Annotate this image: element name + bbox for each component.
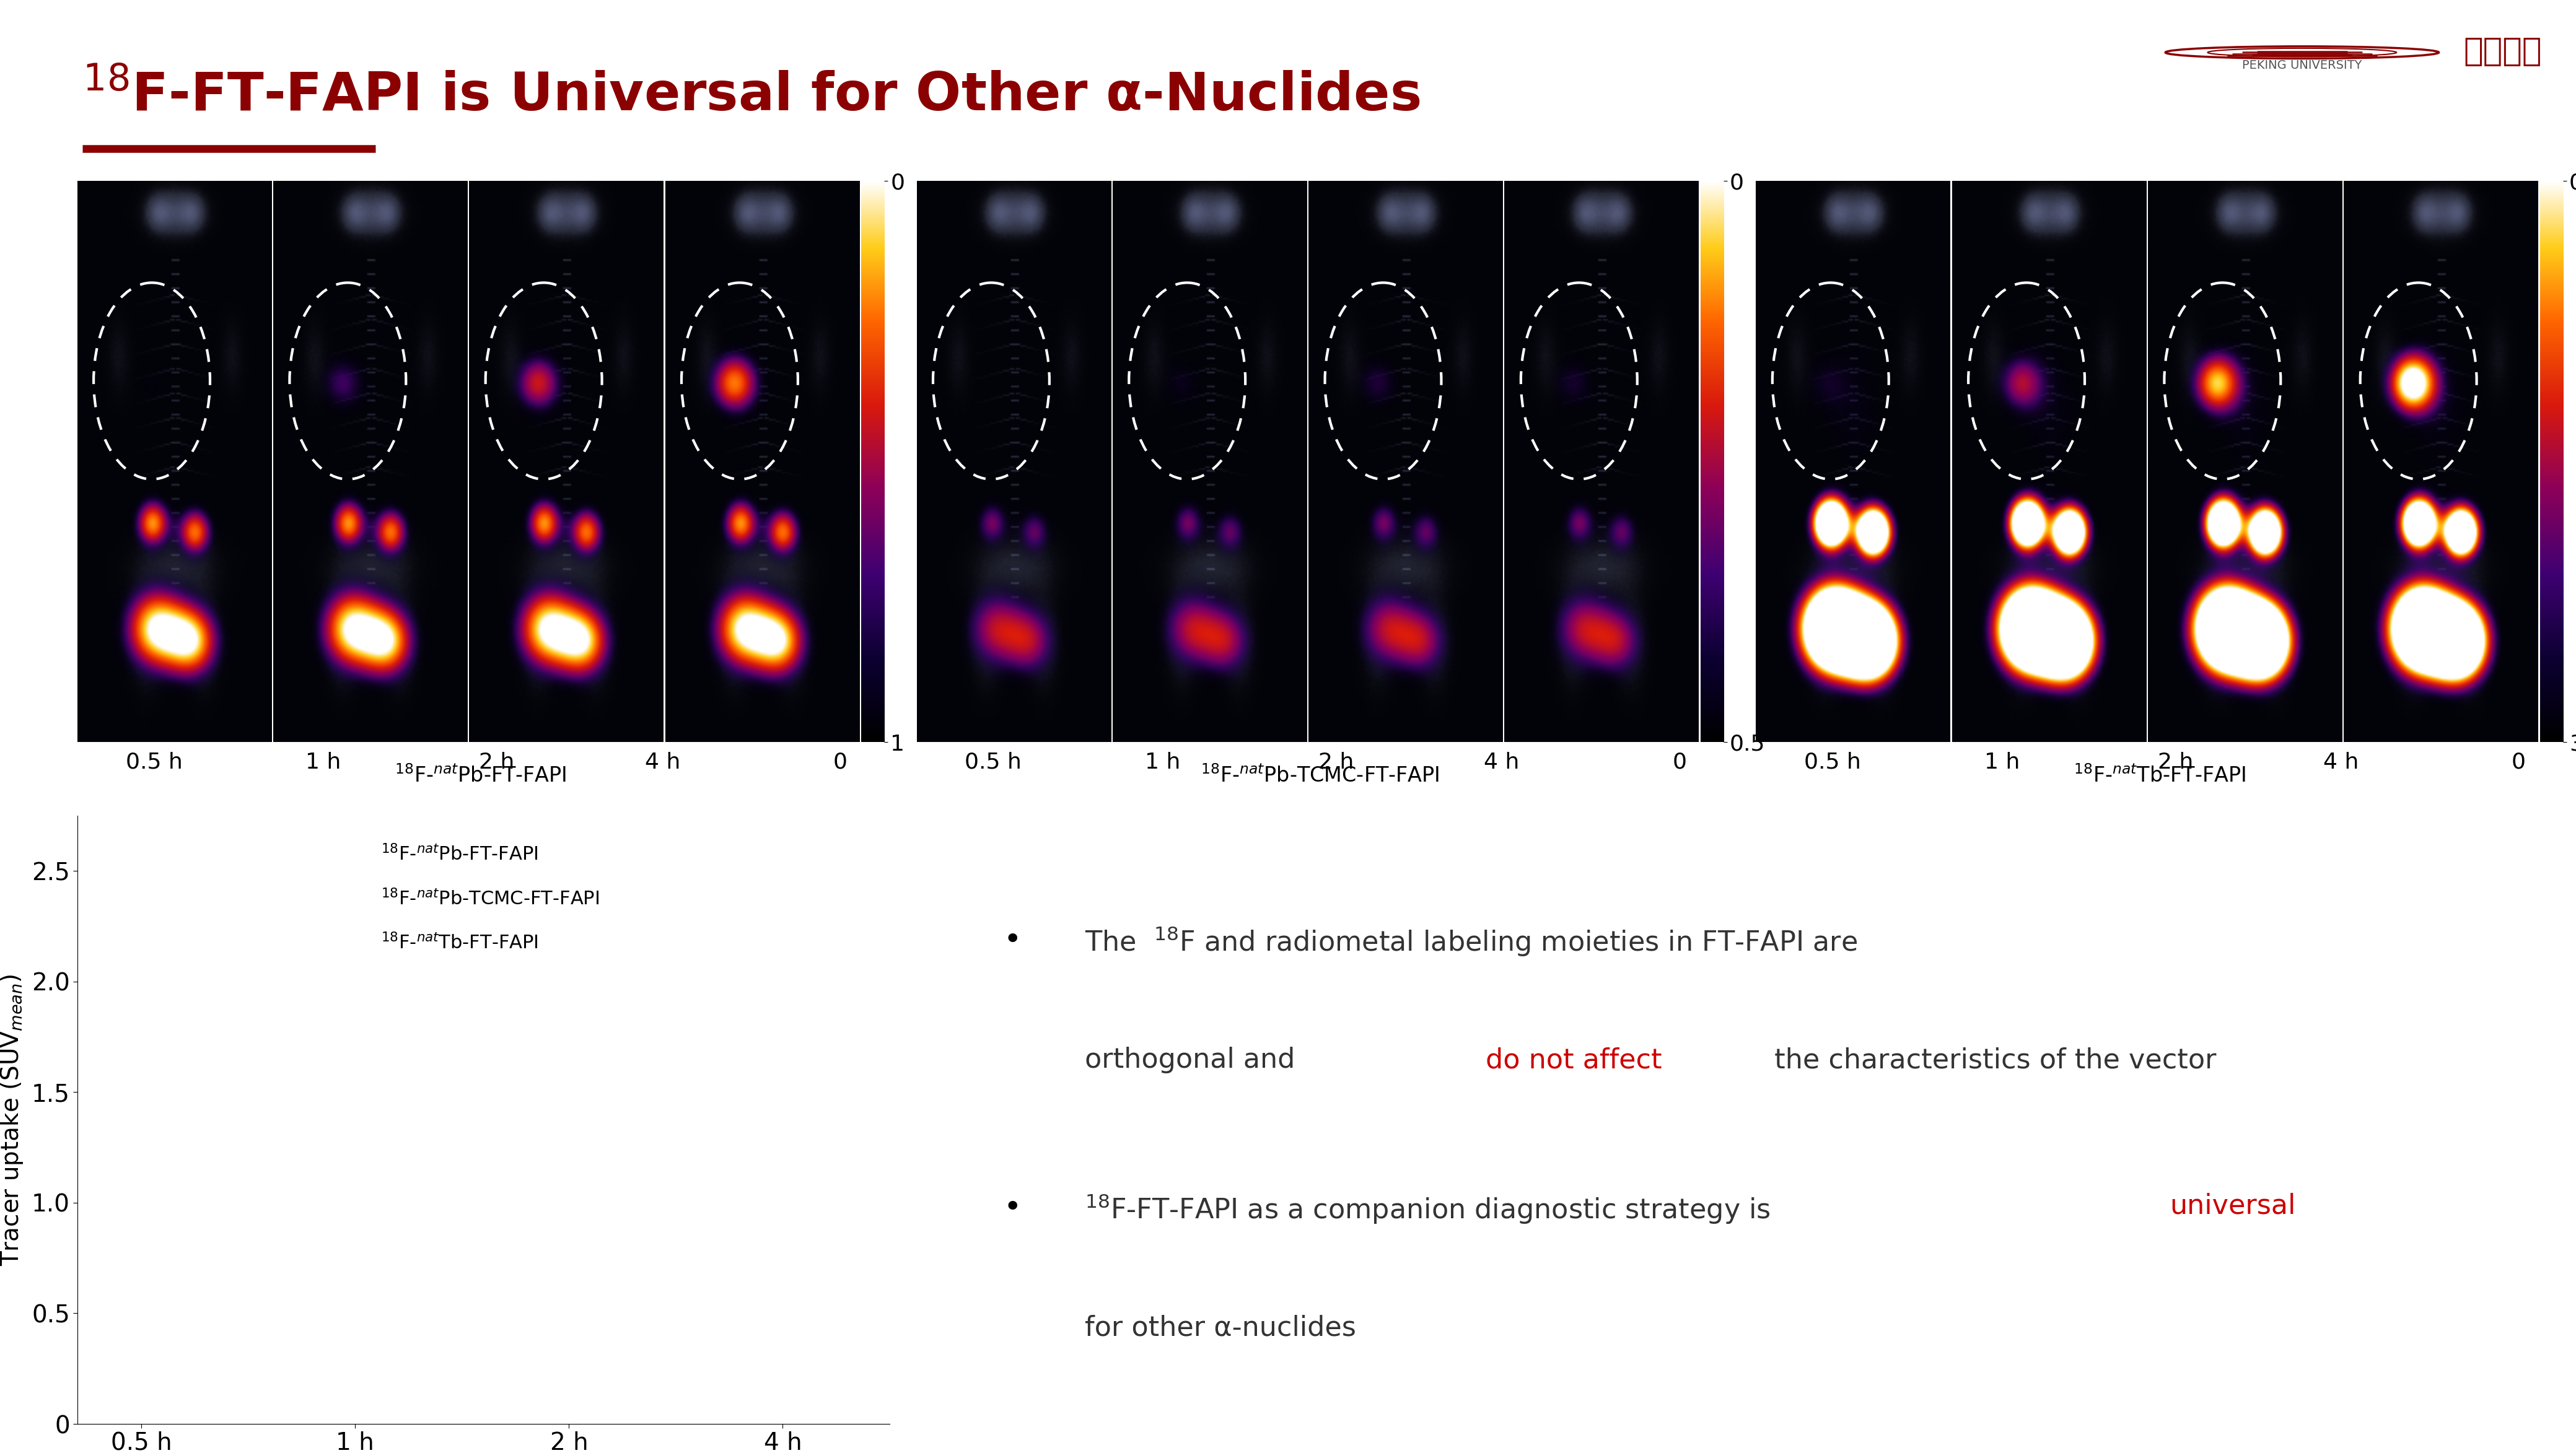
Text: 4 h: 4 h bbox=[644, 751, 680, 773]
Text: 1 h: 1 h bbox=[1984, 751, 2020, 773]
Text: 1 h: 1 h bbox=[1146, 751, 1180, 773]
Text: •: • bbox=[1005, 926, 1023, 955]
Text: 4 h: 4 h bbox=[1484, 751, 1520, 773]
Text: 0.5 h: 0.5 h bbox=[1803, 751, 1862, 773]
Text: PEKING UNIVERSITY: PEKING UNIVERSITY bbox=[2241, 60, 2362, 71]
Text: $^{18}$F-$^{nat}$Tb-FT-FAPI: $^{18}$F-$^{nat}$Tb-FT-FAPI bbox=[2074, 766, 2246, 786]
Text: 0: 0 bbox=[832, 751, 848, 773]
Text: universal: universal bbox=[2169, 1193, 2295, 1219]
Text: $^{18}$F-$^{nat}$Pb-FT-FAPI: $^{18}$F-$^{nat}$Pb-FT-FAPI bbox=[381, 844, 538, 865]
Text: the characteristics of the vector: the characteristics of the vector bbox=[1765, 1046, 2215, 1074]
Text: $^{18}$F-FT-FAPI is Universal for Other α-Nuclides: $^{18}$F-FT-FAPI is Universal for Other … bbox=[82, 71, 1419, 122]
Text: $^{18}$F-$^{nat}$Pb-FT-FAPI: $^{18}$F-$^{nat}$Pb-FT-FAPI bbox=[394, 766, 567, 786]
Y-axis label: Tracer uptake (SUV$_{mean}$): Tracer uptake (SUV$_{mean}$) bbox=[0, 974, 26, 1266]
Text: 0.5 h: 0.5 h bbox=[126, 751, 183, 773]
Text: 0.5 h: 0.5 h bbox=[966, 751, 1023, 773]
Text: $^{18}$F-$^{nat}$Tb-FT-FAPI: $^{18}$F-$^{nat}$Tb-FT-FAPI bbox=[381, 933, 538, 953]
Text: 2 h: 2 h bbox=[479, 751, 515, 773]
Text: 2 h: 2 h bbox=[1319, 751, 1355, 773]
Text: 4 h: 4 h bbox=[2324, 751, 2360, 773]
Text: $^{18}$F-$^{nat}$Pb-TCMC-FT-FAPI: $^{18}$F-$^{nat}$Pb-TCMC-FT-FAPI bbox=[1200, 766, 1440, 786]
Text: $^{18}$F-FT-FAPI as a companion diagnostic strategy is: $^{18}$F-FT-FAPI as a companion diagnost… bbox=[1084, 1193, 1772, 1226]
Text: •: • bbox=[1005, 1193, 1023, 1222]
Text: do not affect: do not affect bbox=[1486, 1046, 1662, 1074]
Text: 0: 0 bbox=[2512, 751, 2527, 773]
Text: 北京大学: 北京大学 bbox=[2463, 35, 2543, 67]
Text: 1 h: 1 h bbox=[307, 751, 340, 773]
Text: 0: 0 bbox=[1672, 751, 1687, 773]
Text: $^{18}$F-$^{nat}$Pb-TCMC-FT-FAPI: $^{18}$F-$^{nat}$Pb-TCMC-FT-FAPI bbox=[381, 889, 600, 908]
Text: 2 h: 2 h bbox=[2159, 751, 2195, 773]
Text: The  $^{18}$F and radiometal labeling moieties in FT-FAPI are: The $^{18}$F and radiometal labeling moi… bbox=[1084, 926, 1857, 959]
Text: for other α-nuclides: for other α-nuclides bbox=[1084, 1315, 1355, 1341]
Text: orthogonal and: orthogonal and bbox=[1084, 1046, 1303, 1074]
